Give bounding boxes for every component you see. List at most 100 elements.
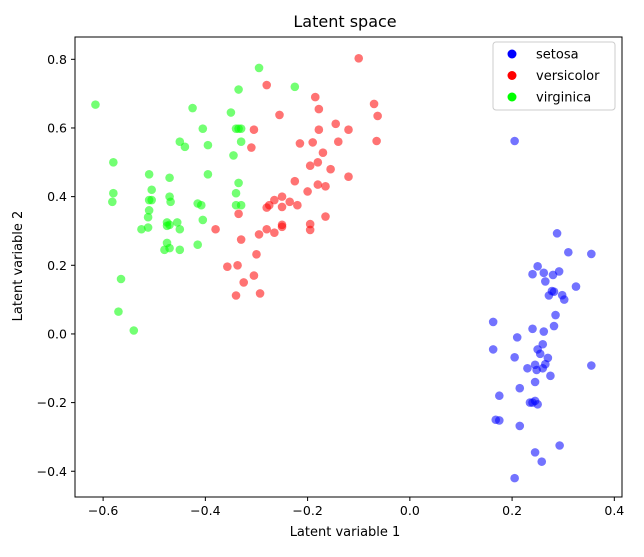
versicolor-point-15 bbox=[247, 143, 256, 152]
x-axis-label: Latent variable 1 bbox=[290, 525, 401, 540]
virginica-point-14 bbox=[229, 151, 238, 160]
setosa-point-36 bbox=[515, 383, 525, 393]
versicolor-point-42 bbox=[252, 250, 261, 259]
setosa-point-6 bbox=[528, 269, 537, 279]
setosa-point-37 bbox=[495, 391, 504, 401]
legend-label-setosa: setosa bbox=[536, 48, 579, 63]
setosa-point-2 bbox=[564, 247, 573, 257]
setosa-point-10 bbox=[571, 282, 581, 291]
virginica-point-18 bbox=[203, 170, 213, 179]
plot-frame bbox=[74, 36, 623, 498]
versicolor-point-11 bbox=[372, 136, 381, 146]
versicolor-point-44 bbox=[223, 262, 232, 271]
virginica-point-40 bbox=[175, 224, 185, 234]
versicolor-point-24 bbox=[303, 187, 312, 196]
setosa-point-0 bbox=[510, 136, 519, 146]
setosa-point-19 bbox=[528, 324, 537, 334]
versicolor-point-1 bbox=[262, 80, 272, 90]
virginica-point-49 bbox=[162, 218, 172, 227]
virginica-point-19 bbox=[234, 178, 243, 188]
versicolor-point-43 bbox=[233, 260, 242, 270]
setosa-point-16 bbox=[551, 310, 560, 320]
virginica-point-38 bbox=[143, 223, 153, 232]
versicolor-point-49 bbox=[211, 224, 220, 234]
setosa-point-15 bbox=[559, 295, 569, 304]
setosa-point-31 bbox=[523, 363, 532, 373]
versicolor-point-14 bbox=[295, 139, 305, 148]
versicolor-point-28 bbox=[293, 200, 302, 210]
virginica-point-39 bbox=[137, 224, 146, 234]
versicolor-point-17 bbox=[313, 158, 323, 167]
legend: setosa versicolor virginica bbox=[492, 41, 616, 111]
versicolor-point-23 bbox=[321, 182, 330, 191]
setosa-point-34 bbox=[546, 371, 555, 381]
virginica-point-29 bbox=[196, 200, 206, 210]
versicolor-point-33 bbox=[321, 212, 330, 221]
virginica-point-0 bbox=[254, 63, 264, 73]
virginica-point-12 bbox=[180, 142, 190, 152]
y-tick-label-3: 0.2 bbox=[47, 258, 67, 273]
versicolor-point-39 bbox=[270, 228, 279, 237]
setosa-point-35 bbox=[530, 377, 540, 387]
virginica-point-48 bbox=[129, 326, 139, 335]
versicolor-point-48 bbox=[231, 291, 241, 300]
versicolor-point-36 bbox=[277, 222, 287, 232]
x-tick-label-1: −0.4 bbox=[190, 503, 220, 518]
virginica-point-10 bbox=[236, 137, 246, 146]
versicolor-point-40 bbox=[254, 230, 264, 239]
setosa-point-33 bbox=[587, 361, 596, 370]
setosa-point-18 bbox=[488, 317, 498, 327]
y-tick-label-0: −0.4 bbox=[37, 464, 67, 479]
versicolor-point-21 bbox=[290, 176, 300, 186]
setosa-point-25 bbox=[535, 349, 545, 359]
setosa-point-3 bbox=[587, 249, 596, 259]
virginica-point-17 bbox=[165, 173, 174, 183]
virginica-point-42 bbox=[193, 240, 202, 249]
virginica-point-45 bbox=[175, 245, 185, 255]
legend-label-virginica: virginica bbox=[536, 91, 591, 106]
versicolor-point-46 bbox=[239, 278, 248, 287]
x-tick-label-3: 0.0 bbox=[400, 503, 420, 518]
virginica-point-16 bbox=[144, 170, 154, 179]
legend-marker-virginica bbox=[507, 92, 517, 102]
axes-layer: −0.6 −0.4 −0.2 0.0 0.2 0.4 −0.4 −0.2 0.0 0.2 0.4 0.… bbox=[37, 36, 624, 518]
x-tick-label-5: 0.4 bbox=[604, 503, 624, 518]
virginica-point-35 bbox=[172, 218, 182, 227]
versicolor-point-10 bbox=[249, 125, 259, 134]
virginica-point-32 bbox=[144, 206, 154, 215]
virginica-point-9 bbox=[231, 124, 241, 133]
setosa-point-13 bbox=[544, 291, 554, 300]
legend-label-versicolor: versicolor bbox=[536, 69, 600, 84]
versicolor-point-8 bbox=[344, 125, 353, 134]
virginica-point-3 bbox=[290, 82, 300, 92]
setosa-point-21 bbox=[512, 333, 522, 342]
y-axis-label: Latent variable 2 bbox=[11, 211, 26, 322]
virginica-point-5 bbox=[188, 103, 197, 113]
versicolor-point-45 bbox=[249, 271, 259, 280]
setosa-point-5 bbox=[539, 268, 549, 278]
versicolor-point-13 bbox=[308, 138, 318, 147]
virginica-point-46 bbox=[116, 274, 126, 284]
x-tick-label-0: −0.6 bbox=[88, 503, 118, 518]
y-tick-label-1: −0.2 bbox=[37, 395, 67, 410]
y-tick-label-5: 0.6 bbox=[47, 120, 67, 135]
versicolor-point-22 bbox=[313, 180, 323, 189]
versicolor-point-16 bbox=[318, 148, 328, 157]
x-tick-label-4: 0.2 bbox=[502, 503, 522, 518]
virginica-point-1 bbox=[91, 100, 100, 109]
chart-title: Latent space bbox=[293, 12, 396, 31]
setosa-point-1 bbox=[552, 229, 562, 238]
versicolor-point-25 bbox=[277, 192, 287, 201]
virginica-point-22 bbox=[109, 188, 118, 198]
virginica-point-44 bbox=[160, 245, 169, 255]
virginica-point-7 bbox=[198, 124, 208, 133]
versicolor-point-41 bbox=[236, 235, 246, 244]
legend-marker-setosa bbox=[507, 49, 517, 59]
setosa-point-4 bbox=[533, 262, 542, 271]
setosa-point-47 bbox=[537, 457, 547, 466]
virginica-point-33 bbox=[143, 212, 153, 222]
versicolor-point-38 bbox=[305, 225, 315, 235]
setosa-point-17 bbox=[549, 321, 559, 331]
versicolor-point-31 bbox=[262, 203, 272, 212]
